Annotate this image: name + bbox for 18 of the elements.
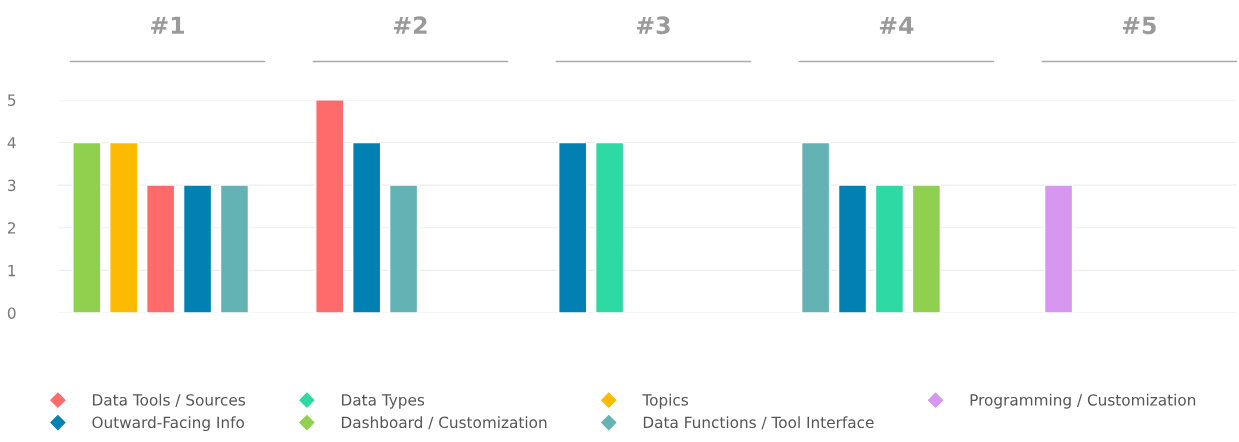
legend-label: Topics [642, 393, 689, 409]
y-tick-label: 3 [8, 179, 16, 192]
legend-label: Data Functions / Tool Interface [643, 416, 874, 430]
y-tick-label: 2 [7, 222, 16, 234]
x-tick-label: #2 [394, 16, 427, 34]
x-tick-label: #1 [151, 16, 185, 34]
legend-label: Dashboard / Customization [341, 416, 547, 430]
x-tick-label: #5 [1122, 16, 1156, 35]
legend-label: Data Tools / Sources [93, 393, 246, 407]
y-tick-label: 1 [8, 264, 16, 277]
x-tick-label: #4 [879, 16, 914, 34]
legend-label: Data Types [341, 394, 425, 409]
legend-label: Programming / Customization [970, 393, 1196, 409]
y-tick-label: 4 [7, 137, 16, 149]
x-tick-label: #3 [636, 16, 670, 35]
legend-label: Outward-Facing Info [92, 416, 244, 432]
y-tick-label: 5 [8, 94, 16, 106]
y-tick-label: 0 [7, 307, 16, 319]
